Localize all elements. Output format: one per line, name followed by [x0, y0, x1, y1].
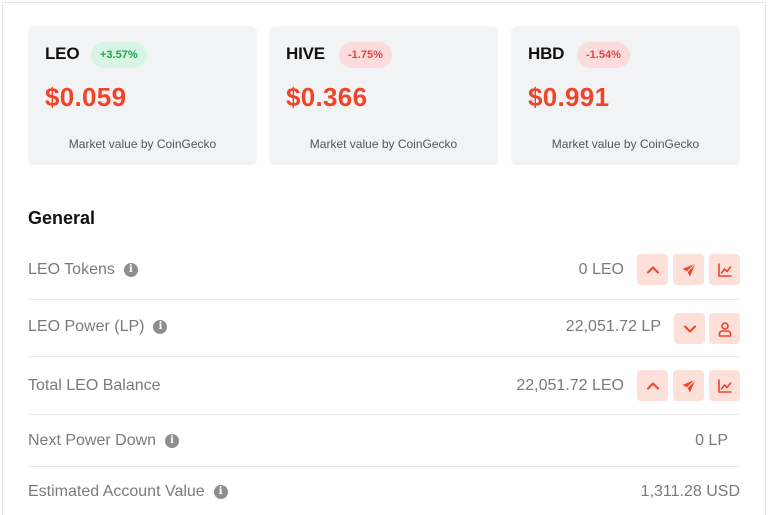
power-down-button[interactable]	[674, 313, 705, 344]
token-price: $0.991	[528, 82, 610, 112]
price-source: Market value by CoinGecko	[551, 137, 700, 151]
transfer-button[interactable]	[673, 254, 704, 285]
chevron-down-icon	[683, 325, 696, 332]
token-price: $0.366	[286, 82, 368, 112]
balance-row-account-value: Estimated Account Value i 1,311.28 USD	[28, 467, 740, 515]
balance-row-leo-tokens: LEO Tokens i 0 LEO	[28, 240, 740, 300]
chart-button[interactable]	[709, 370, 740, 401]
info-icon[interactable]: i	[123, 263, 138, 277]
chart-icon	[717, 378, 732, 393]
user-icon	[718, 321, 731, 337]
token-symbol: LEO	[45, 44, 80, 63]
chevron-up-icon	[646, 382, 659, 389]
chevron-up-icon	[646, 266, 659, 273]
balance-row-next-power-down: Next Power Down i 0 LP	[28, 415, 740, 467]
token-symbol: HIVE	[286, 44, 325, 63]
row-value: 1,311.28 USD	[640, 483, 740, 500]
send-icon	[682, 262, 696, 276]
token-card-hive[interactable]: HIVE -1.75% $0.366 Market value by CoinG…	[269, 26, 498, 165]
row-label: Next Power Down	[28, 432, 157, 449]
power-up-button[interactable]	[637, 254, 668, 285]
row-label: Total LEO Balance	[28, 377, 161, 394]
chart-button[interactable]	[709, 254, 740, 285]
change-badge: -1.75%	[339, 42, 392, 68]
row-label: Estimated Account Value	[28, 483, 205, 500]
token-card-hbd[interactable]: HBD -1.54% $0.991 Market value by CoinGe…	[511, 26, 740, 165]
change-badge: +3.57%	[91, 42, 147, 68]
token-price: $0.059	[45, 82, 127, 112]
row-value: 0 LEO	[578, 261, 624, 278]
info-icon[interactable]: i	[213, 485, 228, 499]
price-source: Market value by CoinGecko	[68, 137, 217, 151]
info-icon[interactable]: i	[165, 434, 180, 448]
power-up-button[interactable]	[637, 370, 668, 401]
change-badge: -1.54%	[577, 42, 630, 68]
section-title: General	[28, 208, 96, 228]
delegate-button[interactable]	[709, 313, 740, 344]
row-value: 22,051.72 LEO	[516, 377, 624, 394]
chart-icon	[717, 262, 732, 277]
row-label: LEO Power (LP)	[28, 318, 145, 335]
send-icon	[682, 378, 696, 392]
info-icon[interactable]: i	[153, 320, 168, 334]
balance-row-leo-power: LEO Power (LP) i 22,051.72 LP	[28, 300, 740, 357]
price-cards: LEO +3.57% $0.059 Market value by CoinGe…	[28, 26, 740, 165]
row-value: 22,051.72 LP	[565, 318, 661, 335]
token-card-leo[interactable]: LEO +3.57% $0.059 Market value by CoinGe…	[28, 26, 257, 165]
row-value: 0 LP	[695, 432, 728, 449]
token-symbol: HBD	[528, 44, 565, 63]
transfer-button[interactable]	[673, 370, 704, 401]
row-label: LEO Tokens	[28, 261, 115, 278]
price-source: Market value by CoinGecko	[309, 137, 458, 151]
balance-row-total-leo: Total LEO Balance 22,051.72 LEO	[28, 357, 740, 415]
